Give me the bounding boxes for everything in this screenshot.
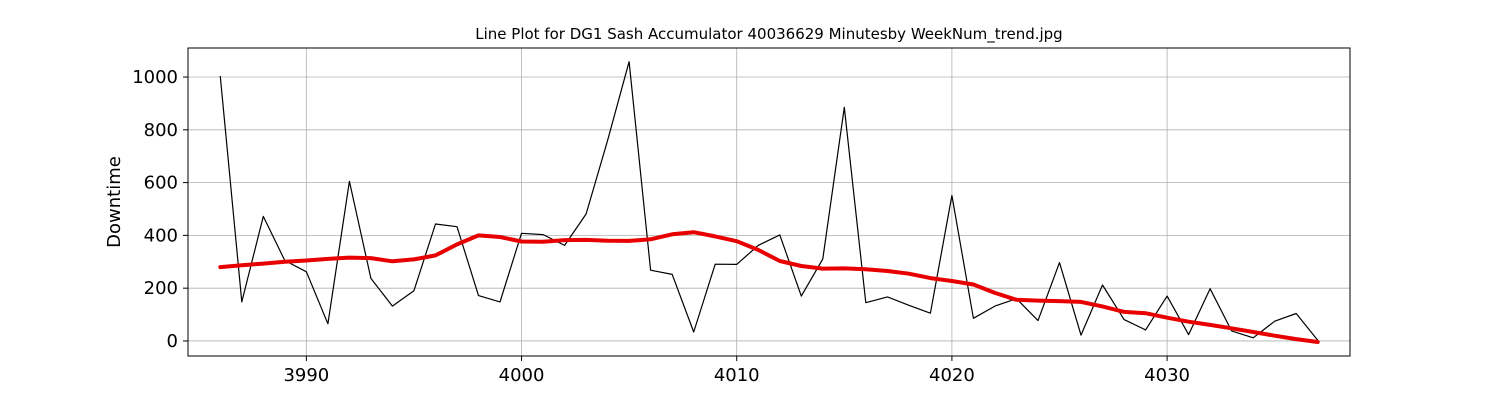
y-tick-label: 200 [144,278,178,299]
downtime-line [219,61,1319,341]
series-lines [218,61,1320,344]
x-tick-label: 4020 [929,365,975,386]
axis-ticks: 3990 4000 4010 4020 4030 0 200 400 600 800 1000 [132,67,1190,386]
x-tick-label: 4030 [1144,365,1190,386]
y-tick-label: 0 [167,331,178,352]
y-tick-label: 600 [144,173,178,194]
grid-lines [188,48,1350,356]
y-tick-label: 800 [144,120,178,141]
x-tick-label: 4010 [714,365,760,386]
x-tick-label: 4000 [499,365,545,386]
chart-title: Line Plot for DG1 Sash Accumulator 40036… [475,25,1062,44]
y-axis-label: Downtime [104,156,125,248]
y-tick-label: 400 [144,225,178,246]
y-tick-label: 1000 [132,67,178,88]
x-tick-label: 3990 [283,365,329,386]
trend-line [218,230,1320,344]
plot-frame [187,47,1351,357]
